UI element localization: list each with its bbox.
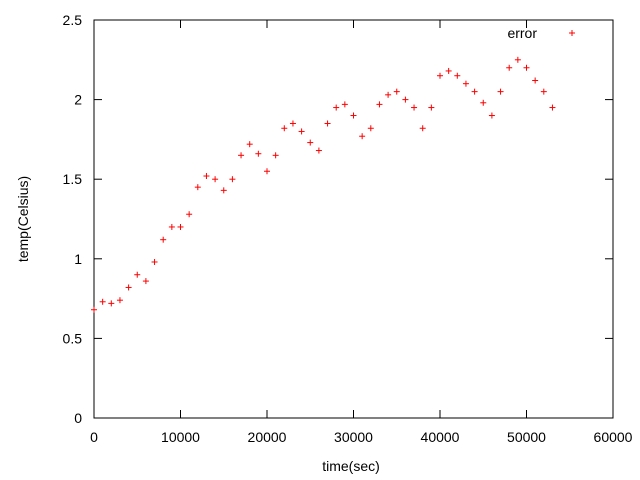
data-point: [177, 223, 184, 230]
legend-label-error: error: [507, 25, 537, 41]
data-point: [108, 300, 115, 307]
data-point: [99, 298, 106, 305]
y-tick-label: 2: [74, 92, 82, 108]
data-point: [160, 236, 167, 243]
data-point: [289, 120, 296, 127]
data-point: [359, 133, 366, 140]
data-point: [307, 139, 314, 146]
data-point: [238, 152, 245, 159]
data-point: [91, 306, 97, 313]
data-point: [333, 104, 340, 111]
data-point: [523, 64, 530, 71]
data-point: [376, 101, 383, 108]
data-point: [437, 72, 443, 79]
x-tick-label: 30000: [334, 429, 373, 445]
data-point: [462, 80, 469, 87]
data-point: [220, 187, 227, 194]
data-point: [367, 125, 374, 132]
data-point: [540, 88, 547, 95]
data-point: [514, 56, 521, 63]
data-point: [246, 141, 253, 148]
data-points: [91, 56, 556, 313]
y-tick-label: 0.5: [63, 330, 83, 346]
data-point: [402, 96, 409, 103]
data-point: [341, 101, 348, 108]
data-point: [445, 67, 452, 74]
legend: error: [507, 25, 575, 41]
data-point: [532, 77, 539, 84]
data-point: [229, 176, 236, 183]
legend-marker-symbol: [569, 30, 575, 36]
data-point: [151, 258, 158, 265]
x-tick-label: 40000: [421, 429, 460, 445]
data-point: [272, 152, 279, 159]
data-point: [471, 88, 478, 95]
y-tick-label: 0: [74, 410, 82, 426]
data-point: [116, 297, 123, 304]
data-point: [350, 112, 357, 119]
x-tick-label: 20000: [248, 429, 287, 445]
data-point: [324, 120, 331, 127]
data-point: [212, 176, 219, 183]
x-tick-label: 60000: [594, 429, 633, 445]
data-point: [506, 64, 513, 71]
data-point: [393, 88, 400, 95]
data-point: [385, 91, 392, 98]
y-tick-label: 1: [74, 251, 82, 267]
y-axis-label: temp(Celsius): [15, 176, 31, 262]
x-axis-label: time(sec): [322, 458, 380, 474]
x-tick-label: 50000: [507, 429, 546, 445]
data-point: [264, 168, 270, 175]
y-tick-label: 1.5: [63, 171, 83, 187]
data-point: [497, 88, 504, 95]
data-point: [281, 125, 288, 132]
axis-ticks: 0 10000 20000 30000 40000 50000 60000 0 0.5 1 1.5 2…: [63, 12, 633, 445]
x-tick-label: 10000: [161, 429, 200, 445]
data-point: [549, 104, 556, 111]
data-point: [134, 271, 141, 278]
legend-marker-plus: [569, 30, 575, 36]
data-point: [419, 125, 426, 132]
data-point: [255, 150, 262, 157]
data-point: [203, 173, 210, 180]
data-point: [194, 184, 201, 191]
data-point: [315, 147, 322, 154]
data-point: [168, 223, 175, 230]
data-point: [428, 104, 435, 111]
data-point: [411, 104, 418, 111]
x-tick-label: 0: [90, 429, 98, 445]
data-point: [125, 284, 132, 291]
data-point: [142, 278, 149, 285]
data-point: [298, 128, 305, 135]
data-point: [454, 72, 461, 79]
data-point: [186, 211, 193, 218]
data-point: [480, 99, 487, 106]
y-tick-label: 2.5: [63, 12, 83, 28]
data-point: [488, 112, 495, 119]
